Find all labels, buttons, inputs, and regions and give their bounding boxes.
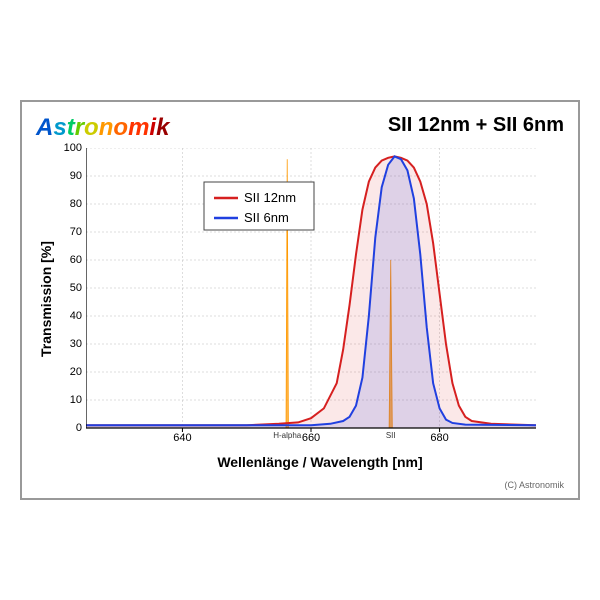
plot-area: 0102030405060708090100 H-alphaSIISII 12n… [86, 148, 564, 450]
x-tick: 640 [173, 432, 191, 444]
y-tick: 70 [70, 226, 82, 238]
transmission-plot: H-alphaSIISII 12nmSII 6nm [86, 148, 536, 450]
y-ticks: 0102030405060708090100 [56, 148, 82, 428]
y-tick: 20 [70, 366, 82, 378]
brand-logo: Astronomik [36, 114, 169, 142]
y-tick: 90 [70, 170, 82, 182]
chart-title: SII 12nm + SII 6nm [388, 114, 564, 137]
y-tick: 60 [70, 254, 82, 266]
y-tick: 30 [70, 338, 82, 350]
y-tick: 40 [70, 310, 82, 322]
y-tick: 50 [70, 282, 82, 294]
y-tick: 10 [70, 394, 82, 406]
svg-text:SII 12nm: SII 12nm [244, 190, 296, 205]
x-tick: 680 [430, 432, 448, 444]
y-axis-label: Transmission [%] [36, 148, 54, 450]
chart-frame: Astronomik SII 12nm + SII 6nm Transmissi… [20, 100, 580, 500]
y-tick: 80 [70, 198, 82, 210]
x-ticks: 640 660 680 [86, 432, 564, 446]
x-axis-label: Wellenlänge / Wavelength [nm] [76, 454, 564, 470]
y-tick: 0 [76, 422, 82, 434]
chart-area: Transmission [%] 0102030405060708090100 … [36, 148, 564, 450]
header: Astronomik SII 12nm + SII 6nm [36, 114, 564, 142]
x-tick: 660 [302, 432, 320, 444]
svg-text:SII 6nm: SII 6nm [244, 210, 289, 225]
copyright: (C) Astronomik [504, 480, 564, 490]
y-tick: 100 [64, 142, 82, 154]
